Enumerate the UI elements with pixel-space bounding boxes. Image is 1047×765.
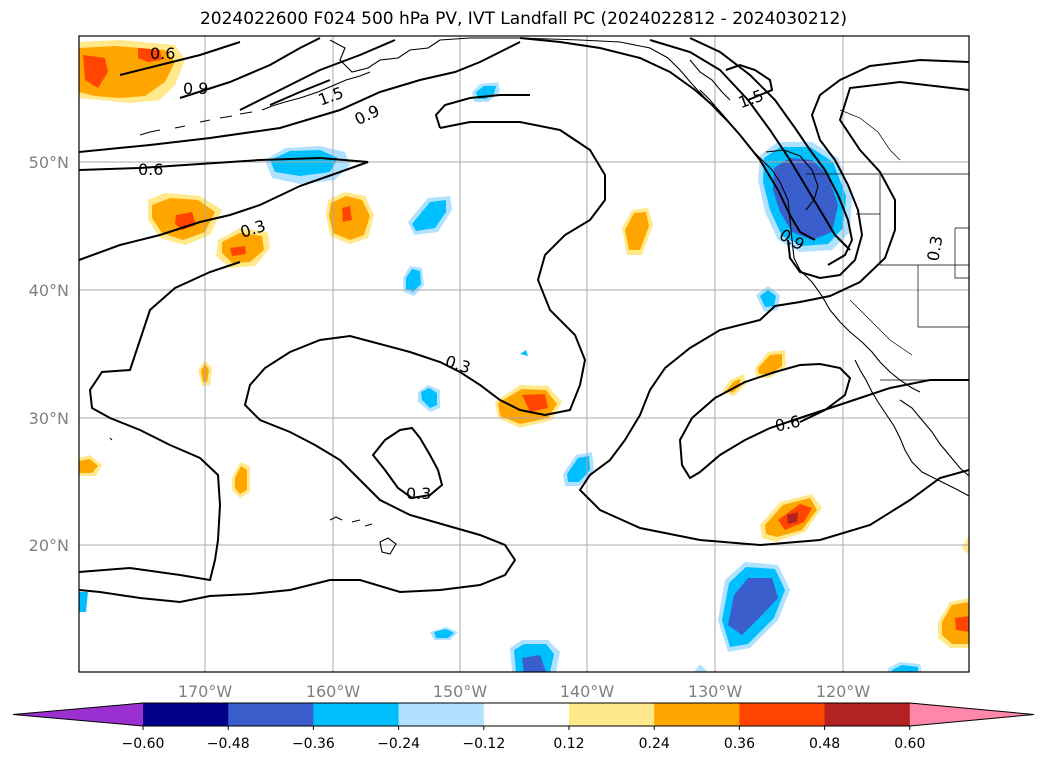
coastlines [109, 37, 969, 555]
map-frame [78, 35, 970, 673]
lat-label: 50°N [29, 153, 69, 172]
lon-label: 150°W [433, 682, 488, 701]
contour-label: 0.3 [443, 351, 473, 377]
colorbar-tick-label: 0.48 [809, 736, 840, 752]
longitude-labels: 170°W 160°W 150°W 140°W 130°W 120°W [178, 682, 871, 701]
colorbar-segment [228, 703, 314, 726]
contour-label: 0.9 [183, 79, 208, 98]
contour-label: 1.5 [316, 83, 346, 110]
colorbar-tick-label: −0.60 [122, 736, 165, 752]
lon-label: 160°W [306, 682, 361, 701]
contour-label: 0.6 [150, 44, 175, 63]
colorbar-segment [398, 703, 485, 726]
lon-label: 170°W [178, 682, 233, 701]
lat-label: 40°N [29, 281, 69, 300]
colorbar-segment [143, 703, 229, 726]
contour-label: 0.3 [923, 234, 946, 262]
colorbar-tick-label: −0.24 [377, 736, 420, 752]
map-title: 2024022600 F024 500 hPa PV, IVT Landfall… [199, 9, 847, 29]
colorbar-tick-label: −0.48 [207, 736, 250, 752]
colorbar-tick-label: 0.12 [553, 736, 584, 752]
lon-label: 130°W [688, 682, 743, 701]
graticule [79, 36, 969, 672]
contour-label: 0.6 [138, 160, 163, 179]
colorbar-tick-label: −0.36 [292, 736, 335, 752]
colorbar-segment [569, 703, 655, 726]
colorbar: −0.60 −0.48 −0.36 −0.24 −0.12 0.12 0.24 0.36 0.4… [12, 702, 1035, 752]
colorbar-segment [313, 703, 400, 726]
pc-shading [79, 40, 969, 672]
colorbar-tick-label: −0.12 [462, 736, 505, 752]
colorbar-segment [824, 703, 911, 726]
pv-contours [79, 37, 969, 604]
colorbar-segment [654, 703, 740, 726]
lon-label: 140°W [560, 682, 615, 701]
contour-label: 0.9 [352, 101, 383, 129]
colorbar-extend-min [13, 703, 143, 726]
colorbar-segment [483, 703, 570, 726]
colorbar-segment [739, 703, 826, 726]
contour-labels: 0.6 0.9 1.5 0.9 0.6 0.3 0.3 0.3 0.6 1.5 … [138, 44, 946, 503]
latitude-labels: 50°N 40°N 30°N 20°N [29, 153, 69, 555]
contour-label: 0.3 [406, 484, 431, 503]
lat-label: 20°N [29, 536, 69, 555]
map-canvas: 0.6 0.9 1.5 0.9 0.6 0.3 0.3 0.3 0.6 1.5 … [79, 36, 969, 672]
colorbar-tick-label: 0.60 [894, 736, 925, 752]
lat-label: 30°N [29, 409, 69, 428]
colorbar-tick-label: 0.36 [724, 736, 755, 752]
lon-label: 120°W [816, 682, 871, 701]
contour-label: 0.6 [773, 412, 802, 436]
contour-label: 1.5 [736, 86, 766, 113]
colorbar-tick-label: 0.24 [639, 736, 670, 752]
colorbar-extend-max [909, 703, 1034, 726]
